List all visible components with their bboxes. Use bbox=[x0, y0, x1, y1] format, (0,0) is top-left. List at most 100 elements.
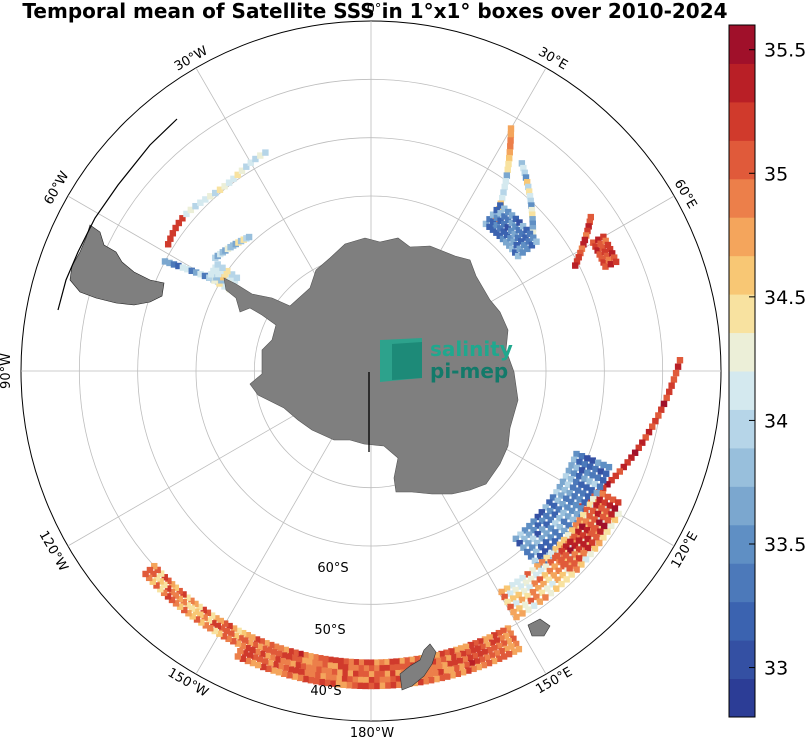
sss-cell bbox=[352, 664, 359, 672]
sss-cell bbox=[321, 661, 328, 669]
sss-cell bbox=[558, 556, 565, 564]
sss-cell bbox=[449, 653, 457, 661]
sss-cell bbox=[196, 603, 203, 611]
sss-cell bbox=[367, 682, 375, 690]
sss-cell bbox=[438, 674, 446, 682]
sss-cell bbox=[394, 669, 401, 677]
sss-cell bbox=[575, 546, 583, 553]
sss-cell bbox=[478, 656, 485, 663]
sss-cell bbox=[604, 517, 612, 524]
sss-cell bbox=[212, 264, 219, 271]
sss-cell bbox=[501, 213, 508, 220]
sss-cell bbox=[367, 665, 375, 672]
sss-cell bbox=[237, 648, 244, 655]
sss-cell bbox=[230, 638, 237, 645]
sss-cell bbox=[570, 470, 578, 477]
sss-cell bbox=[181, 606, 188, 614]
sss-cell bbox=[592, 243, 599, 250]
sss-cell bbox=[526, 522, 533, 530]
sss-cell bbox=[568, 527, 576, 534]
sss-cell bbox=[506, 590, 514, 597]
sss-cell bbox=[168, 581, 176, 588]
sss-cell bbox=[554, 576, 561, 583]
sss-cell bbox=[249, 659, 257, 667]
sss-cell bbox=[515, 591, 522, 599]
sss-cell bbox=[583, 506, 590, 514]
sss-cell bbox=[532, 571, 540, 579]
sss-cell bbox=[556, 523, 563, 531]
new-zealand-landmass bbox=[399, 643, 437, 691]
sss-cell bbox=[352, 659, 359, 666]
sss-cell bbox=[672, 369, 680, 377]
sss-cell bbox=[237, 635, 244, 642]
sss-cell bbox=[252, 155, 259, 163]
sss-cell bbox=[225, 179, 233, 186]
sss-cell bbox=[522, 174, 530, 181]
sss-cell bbox=[628, 454, 635, 461]
sss-cell bbox=[515, 227, 523, 234]
sss-cell bbox=[441, 662, 448, 669]
sss-cell bbox=[320, 667, 327, 674]
sss-cell bbox=[247, 159, 254, 166]
sss-cell bbox=[543, 521, 550, 528]
logo-text-salinity: salinity bbox=[430, 337, 513, 361]
sss-cell bbox=[204, 609, 212, 617]
sss-cell bbox=[528, 202, 535, 209]
sss-cell bbox=[497, 225, 504, 232]
sss-cell bbox=[235, 627, 242, 635]
sss-cell bbox=[608, 511, 615, 518]
sss-cell bbox=[652, 417, 659, 425]
colorbar-segment bbox=[729, 294, 755, 334]
sss-cell bbox=[146, 566, 154, 574]
sss-cell bbox=[254, 649, 261, 656]
sss-cell bbox=[577, 249, 584, 257]
sss-cell bbox=[502, 178, 510, 185]
sss-cell bbox=[602, 263, 609, 270]
sss-cell bbox=[226, 622, 233, 630]
sss-cell bbox=[282, 646, 289, 654]
sss-cell bbox=[417, 678, 424, 686]
sss-cell bbox=[150, 570, 157, 578]
sss-cell bbox=[356, 682, 364, 690]
sss-cell bbox=[317, 655, 324, 662]
sss-cell bbox=[571, 560, 578, 567]
sss-cell bbox=[601, 248, 609, 256]
sss-cell bbox=[246, 639, 254, 646]
sss-cell bbox=[444, 655, 452, 662]
sss-cell bbox=[210, 267, 217, 275]
colorbar-tick-label: 35.5 bbox=[764, 40, 805, 62]
sss-cell bbox=[606, 502, 614, 509]
sss-cell bbox=[525, 606, 532, 613]
sss-cell bbox=[280, 652, 288, 659]
sss-cell bbox=[488, 639, 496, 646]
sss-cell bbox=[230, 175, 237, 183]
sss-cell bbox=[219, 264, 226, 271]
sss-cell bbox=[265, 665, 272, 673]
sss-cell bbox=[389, 676, 396, 683]
sss-cell bbox=[596, 539, 603, 547]
sss-cell bbox=[589, 539, 596, 546]
sss-cell bbox=[575, 254, 582, 261]
sss-cell bbox=[503, 645, 510, 653]
sss-cell bbox=[589, 507, 597, 515]
sss-cell bbox=[587, 521, 595, 529]
sss-cell bbox=[307, 677, 315, 684]
sss-cell bbox=[515, 645, 523, 653]
sss-cell bbox=[534, 531, 541, 538]
sss-cell bbox=[525, 238, 532, 245]
sss-cell bbox=[538, 517, 546, 525]
sss-cell bbox=[239, 655, 247, 662]
sss-cell bbox=[508, 219, 515, 227]
lat-label-40s: 40°S bbox=[310, 684, 341, 699]
sss-cell bbox=[471, 652, 478, 660]
sss-cell bbox=[183, 210, 190, 218]
sss-cell bbox=[332, 657, 339, 664]
sss-cell bbox=[493, 214, 501, 221]
sss-cell bbox=[512, 586, 519, 594]
sss-cell bbox=[430, 664, 438, 671]
colorbar-tick-label: 34.5 bbox=[764, 287, 805, 309]
sss-cell bbox=[388, 658, 395, 666]
sss-cell bbox=[357, 676, 364, 684]
sss-cell bbox=[545, 576, 552, 583]
sss-cell bbox=[507, 125, 515, 132]
